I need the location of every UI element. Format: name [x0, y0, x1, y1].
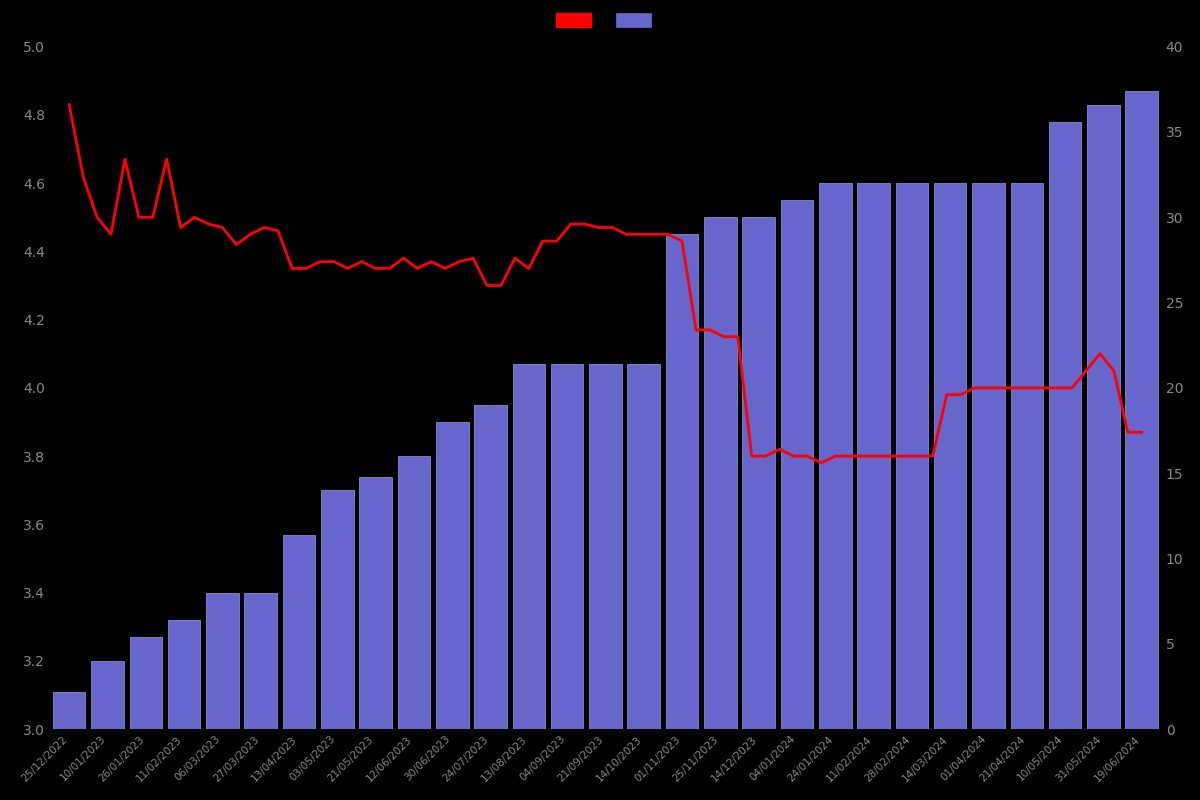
Bar	[1087, 105, 1120, 729]
Bar	[322, 490, 354, 729]
Bar	[474, 405, 506, 729]
Bar	[168, 620, 200, 729]
Bar	[895, 183, 928, 729]
Bar	[781, 200, 814, 729]
Bar	[972, 183, 1004, 729]
Bar	[666, 234, 698, 729]
Bar	[934, 183, 966, 729]
Bar	[512, 364, 545, 729]
Bar	[628, 364, 660, 729]
Bar	[743, 218, 775, 729]
Bar	[397, 456, 431, 729]
Bar	[1049, 122, 1081, 729]
Bar	[245, 593, 277, 729]
Bar	[704, 218, 737, 729]
Bar	[436, 422, 468, 729]
Bar	[551, 364, 583, 729]
Bar	[589, 364, 622, 729]
Bar	[359, 477, 392, 729]
Bar	[53, 691, 85, 729]
Legend: , : ,	[556, 13, 655, 27]
Bar	[1010, 183, 1043, 729]
Bar	[130, 637, 162, 729]
Bar	[206, 593, 239, 729]
Bar	[818, 183, 852, 729]
Bar	[283, 534, 316, 729]
Bar	[1126, 91, 1158, 729]
Bar	[857, 183, 890, 729]
Bar	[91, 661, 124, 729]
